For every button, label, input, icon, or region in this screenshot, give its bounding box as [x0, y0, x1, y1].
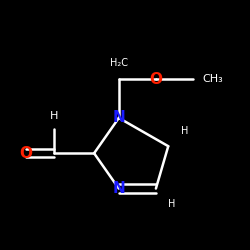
Text: N: N	[112, 181, 125, 196]
Text: H₂C: H₂C	[110, 58, 128, 68]
Text: O: O	[150, 72, 162, 86]
Text: H: H	[50, 112, 58, 122]
Text: H: H	[181, 126, 188, 136]
Text: H: H	[168, 199, 176, 209]
Text: O: O	[20, 146, 32, 161]
Text: N: N	[112, 110, 125, 126]
Text: CH₃: CH₃	[202, 74, 223, 84]
